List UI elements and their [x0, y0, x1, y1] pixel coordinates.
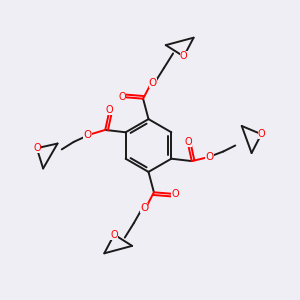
Text: O: O [180, 52, 188, 61]
Text: O: O [148, 78, 157, 88]
Text: O: O [105, 105, 112, 116]
Text: O: O [83, 130, 92, 140]
Text: O: O [118, 92, 126, 102]
Text: O: O [110, 230, 118, 239]
Text: O: O [140, 202, 148, 213]
Text: O: O [257, 129, 265, 139]
Text: O: O [205, 152, 214, 162]
Text: O: O [33, 143, 40, 153]
Text: O: O [171, 189, 179, 199]
Text: O: O [184, 136, 192, 147]
